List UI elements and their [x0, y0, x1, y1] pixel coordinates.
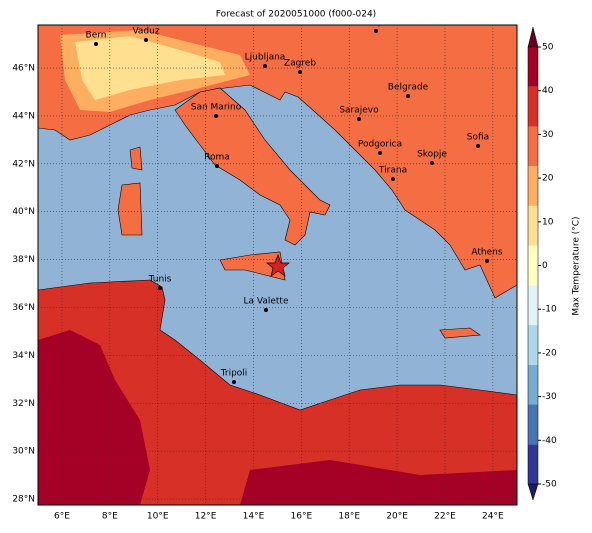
city-label: Sofia [467, 133, 489, 143]
y-tick-label: 38°N [12, 255, 35, 265]
city-label: Belgrade [388, 83, 429, 93]
city-label: Tirana [378, 166, 407, 176]
city-label: Roma [204, 153, 230, 163]
city-marker [485, 259, 489, 263]
y-tick-label: 40°N [12, 207, 35, 217]
city-label: Tripoli [220, 369, 248, 379]
city-marker [406, 94, 410, 98]
x-tick-label: 24°E [482, 512, 504, 522]
city-marker [298, 70, 302, 74]
colorbar-band [528, 166, 538, 206]
colorbar-band [528, 86, 538, 127]
city-label: Vaduz [132, 27, 159, 37]
city-marker [214, 114, 218, 118]
city-marker [357, 117, 361, 121]
colorbar-tick-label: 0 [542, 261, 548, 271]
colorbar-band [528, 404, 538, 445]
city-marker [430, 161, 434, 165]
city-label: Tunis [148, 275, 172, 285]
colorbar-band [528, 47, 538, 87]
x-tick-label: 6°E [54, 512, 70, 522]
colorbar-band [528, 364, 538, 405]
city-label: Sarajevo [339, 106, 379, 116]
hot-area [240, 460, 517, 505]
colorbar-tick-label: 20 [542, 174, 554, 184]
city-label: Budapest [355, 18, 398, 28]
y-tick-label: 34°N [12, 351, 35, 361]
city-label: Bern [86, 31, 107, 41]
city-marker [215, 164, 219, 168]
x-tick-label: 12°E [195, 512, 217, 522]
title: Forecast of 2020051000 (f000-024) [216, 10, 376, 20]
city-label: Ljubljana [245, 53, 286, 63]
colorbar-under [527, 483, 539, 501]
x-tick-label: 16°E [291, 512, 313, 522]
y-tick-label: 42°N [12, 159, 35, 169]
colorbar-over [527, 26, 539, 48]
colorbar-tick-label: -50 [542, 480, 557, 490]
city-label: Podgorica [358, 140, 402, 150]
y-tick-label: 36°N [12, 303, 35, 313]
colorbar: -50 -40 -30 -20 -10 0 10 20 30 40 50 [527, 26, 557, 501]
city-marker [391, 177, 395, 181]
x-tick-label: 14°E [243, 512, 265, 522]
colorbar-tick-label: -30 [542, 392, 557, 402]
sicily [219, 251, 286, 281]
city-marker [232, 380, 236, 384]
y-tick-label: 28°N [12, 495, 35, 505]
sardinia [117, 182, 143, 236]
colorbar-tick-label: -10 [542, 305, 557, 315]
corsica [129, 146, 143, 171]
city-label: Zagreb [284, 59, 316, 69]
star [266, 254, 290, 277]
colorbar-tick-label: 30 [542, 130, 554, 140]
colorbar-band [528, 126, 538, 167]
colorbar-band [528, 444, 538, 484]
x-tick-label: 20°E [386, 512, 408, 522]
colorbar-band [528, 245, 538, 286]
colorbar-tick-label: 40 [542, 86, 554, 96]
city-marker [374, 29, 378, 33]
city-marker [476, 144, 480, 148]
colorbar-tick-label: -40 [542, 436, 557, 446]
hot-area [38, 330, 150, 505]
colorbar-band [528, 285, 538, 326]
x-tick-label: 22°E [434, 512, 456, 522]
city-label: La Valette [244, 297, 289, 307]
colorbar-band [528, 205, 538, 246]
colorbar-tick-label: -20 [542, 348, 557, 358]
city-marker [264, 308, 268, 312]
city-label: Skopje [417, 150, 447, 160]
city-marker [263, 64, 267, 68]
city-marker [378, 151, 382, 155]
y-tick-label: 44°N [12, 111, 35, 121]
crete [439, 327, 481, 339]
y-tick-label: 30°N [12, 447, 35, 457]
y-tick-label: 46°N [12, 64, 35, 74]
x-tick-label: 10°E [147, 512, 169, 522]
italy [174, 87, 331, 246]
colorbar-label: Max Temperature (°C) [572, 216, 582, 315]
map-frame [37, 24, 518, 506]
y-tick-label: 32°N [12, 399, 35, 409]
colorbar-tick-label: 10 [542, 217, 554, 227]
colorbar-band [528, 325, 538, 365]
colorbar-tick-label: 50 [542, 43, 554, 53]
x-tick-label: 8°E [102, 512, 118, 522]
city-marker [144, 38, 148, 42]
city-label: San Marino [191, 103, 242, 113]
city-label: Athens [471, 248, 502, 258]
city-marker [158, 286, 162, 290]
grid [38, 25, 517, 505]
city-marker [94, 42, 98, 46]
x-tick-label: 18°E [338, 512, 360, 522]
